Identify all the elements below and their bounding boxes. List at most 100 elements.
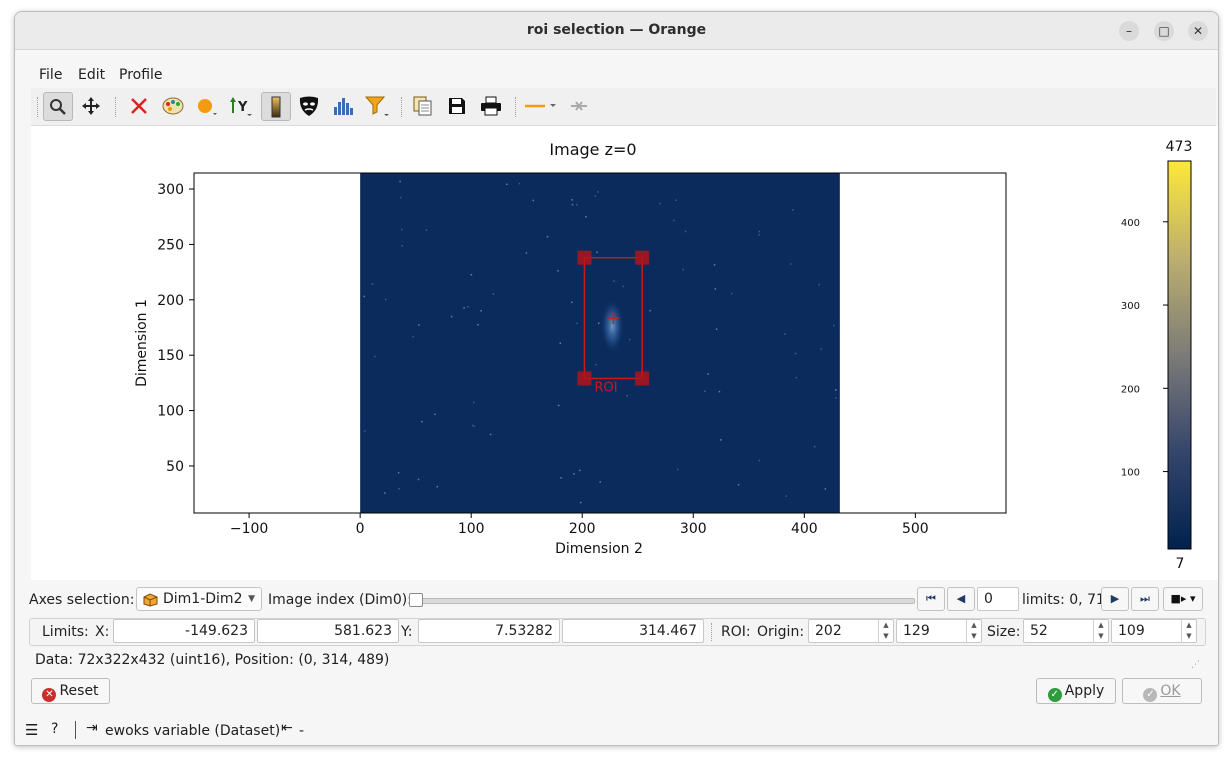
noise-pixel [400, 228, 403, 231]
noise-pixel [580, 501, 582, 504]
input-signal-text[interactable]: ewoks variable (Dataset) [105, 723, 281, 739]
menu-profile[interactable]: Profile [119, 67, 163, 83]
noise-pixel [758, 234, 760, 236]
first-frame-button[interactable]: ⏮ [917, 587, 945, 611]
x-max-input[interactable]: 581.623 [257, 619, 399, 643]
apply-label: Apply [1064, 683, 1105, 699]
size-height-spinbox[interactable]: 109 ▲ ▼ [1111, 619, 1197, 643]
ok-button[interactable]: ✓ OK [1122, 678, 1202, 704]
axes-selection-combo[interactable]: Dim1-Dim2 ▼ [136, 587, 262, 611]
print-icon[interactable] [477, 92, 505, 120]
roi-rectangle[interactable] [583, 256, 643, 380]
noise-pixel [384, 298, 387, 301]
image-index-slider-handle[interactable] [409, 593, 423, 607]
roi-corner-handle[interactable] [577, 371, 592, 386]
spin-arrows-icon[interactable]: ▲ ▼ [1093, 620, 1108, 642]
origin-y-spinbox[interactable]: 129 ▲ ▼ [896, 619, 982, 643]
origin-x-value: 202 [815, 623, 842, 639]
roi-center-marker[interactable] [607, 312, 620, 325]
pan-icon[interactable] [77, 92, 105, 120]
y-max-input[interactable]: 314.467 [562, 619, 704, 643]
noise-pixel [546, 235, 549, 238]
x-tick-label: 0 [356, 521, 365, 537]
close-button[interactable]: ✕ [1188, 21, 1208, 41]
noise-pixel [573, 473, 575, 475]
plot-title: Image z=0 [549, 140, 636, 159]
ok-label: OK [1160, 683, 1181, 699]
noise-pixel [622, 285, 625, 288]
aspect-ratio-icon[interactable] [261, 92, 291, 121]
resize-grip-icon[interactable]: ⋰ [1191, 660, 1200, 670]
app-window: roi selection — Orange – □ ✕ File Edit P… [14, 11, 1219, 746]
spin-arrows-icon[interactable]: ▲ ▼ [1181, 620, 1196, 642]
image-data[interactable] [360, 173, 840, 513]
spin-arrows-icon[interactable]: ▲ ▼ [966, 620, 981, 642]
play-video-button[interactable]: ■▸ ▾ [1163, 587, 1203, 611]
mask-icon[interactable] [295, 92, 323, 120]
colormap-icon[interactable] [159, 92, 187, 120]
noise-pixel [758, 230, 761, 233]
last-frame-button[interactable]: ⏭ [1131, 587, 1159, 611]
noise-pixel [713, 264, 716, 266]
maximize-button[interactable]: □ [1154, 21, 1174, 41]
help-icon[interactable]: ? [51, 721, 59, 737]
reset-zoom-icon[interactable] [125, 92, 153, 120]
copy-icon[interactable] [409, 92, 437, 120]
axes-selection-label: Axes selection: [29, 592, 135, 608]
menu-edit[interactable]: Edit [78, 67, 106, 83]
image-index-input[interactable]: 0 [977, 587, 1019, 611]
noise-pixel [480, 310, 482, 312]
menu-file[interactable]: File [39, 67, 63, 83]
noise-pixel [820, 348, 822, 350]
noise-pixel [397, 471, 400, 474]
plot-area[interactable]: Image z=0 ROI −100 0 100 200 300 400 500 50 100… [31, 126, 1218, 580]
hamburger-menu-icon[interactable]: ☰ [25, 721, 39, 739]
zoom-icon[interactable] [43, 92, 73, 121]
noise-pixel [594, 195, 596, 197]
noise-pixel [489, 433, 492, 436]
noise-pixel [626, 394, 628, 397]
roi-corner-handle[interactable] [635, 371, 650, 386]
curve-style-icon[interactable] [193, 92, 221, 120]
apply-button[interactable]: ✓ Apply [1036, 678, 1116, 704]
x-min-input[interactable]: -149.623 [113, 619, 255, 643]
profile-line-icon[interactable] [523, 92, 563, 120]
x-tick-label: 200 [569, 521, 596, 537]
noise-pixel [790, 263, 792, 265]
noise-pixel [363, 295, 366, 298]
limits-separator [711, 623, 712, 641]
roi-corner-handle[interactable] [577, 250, 592, 265]
noise-pixel [673, 219, 675, 222]
histogram-icon[interactable] [329, 92, 357, 120]
origin-x-spinbox[interactable]: 202 ▲ ▼ [808, 619, 894, 643]
image-index-slider-track[interactable] [411, 598, 915, 604]
prev-frame-button[interactable]: ◀ [947, 587, 975, 611]
colorbar-tick-label: 200 [1121, 384, 1140, 395]
noise-pixel [571, 199, 573, 201]
noise-pixel [398, 487, 400, 490]
filter-icon[interactable] [363, 92, 391, 120]
reset-button[interactable]: ✕ Reset [31, 678, 110, 704]
save-icon[interactable] [443, 92, 471, 120]
size-width-value: 52 [1030, 623, 1048, 639]
index-limits-text: limits: 0, 71 [1022, 592, 1105, 608]
y-axis-icon[interactable]: Y [227, 92, 255, 120]
spin-arrows-icon[interactable]: ▲ ▼ [878, 620, 893, 642]
noise-pixel [450, 315, 453, 318]
y-min-input[interactable]: 7.53282 [418, 619, 560, 643]
minimize-button[interactable]: – [1119, 21, 1139, 41]
noise-pixel [571, 203, 574, 206]
next-frame-button[interactable]: ▶ [1101, 587, 1129, 611]
size-width-spinbox[interactable]: 52 ▲ ▼ [1023, 619, 1109, 643]
noise-pixel [374, 355, 376, 358]
output-signal-text[interactable]: - [299, 723, 305, 739]
reset-icon: ✕ [42, 688, 57, 702]
noise-pixel [784, 333, 786, 335]
noise-pixel [835, 389, 837, 391]
clear-profile-icon[interactable] [565, 92, 593, 120]
colorbar[interactable] [1167, 160, 1192, 550]
noise-pixel [585, 215, 587, 218]
roi-corner-handle[interactable] [635, 250, 650, 265]
image-plot[interactable]: Image z=0 ROI −100 0 100 200 300 400 500 50 100… [31, 126, 1218, 580]
image-noise [363, 180, 837, 504]
